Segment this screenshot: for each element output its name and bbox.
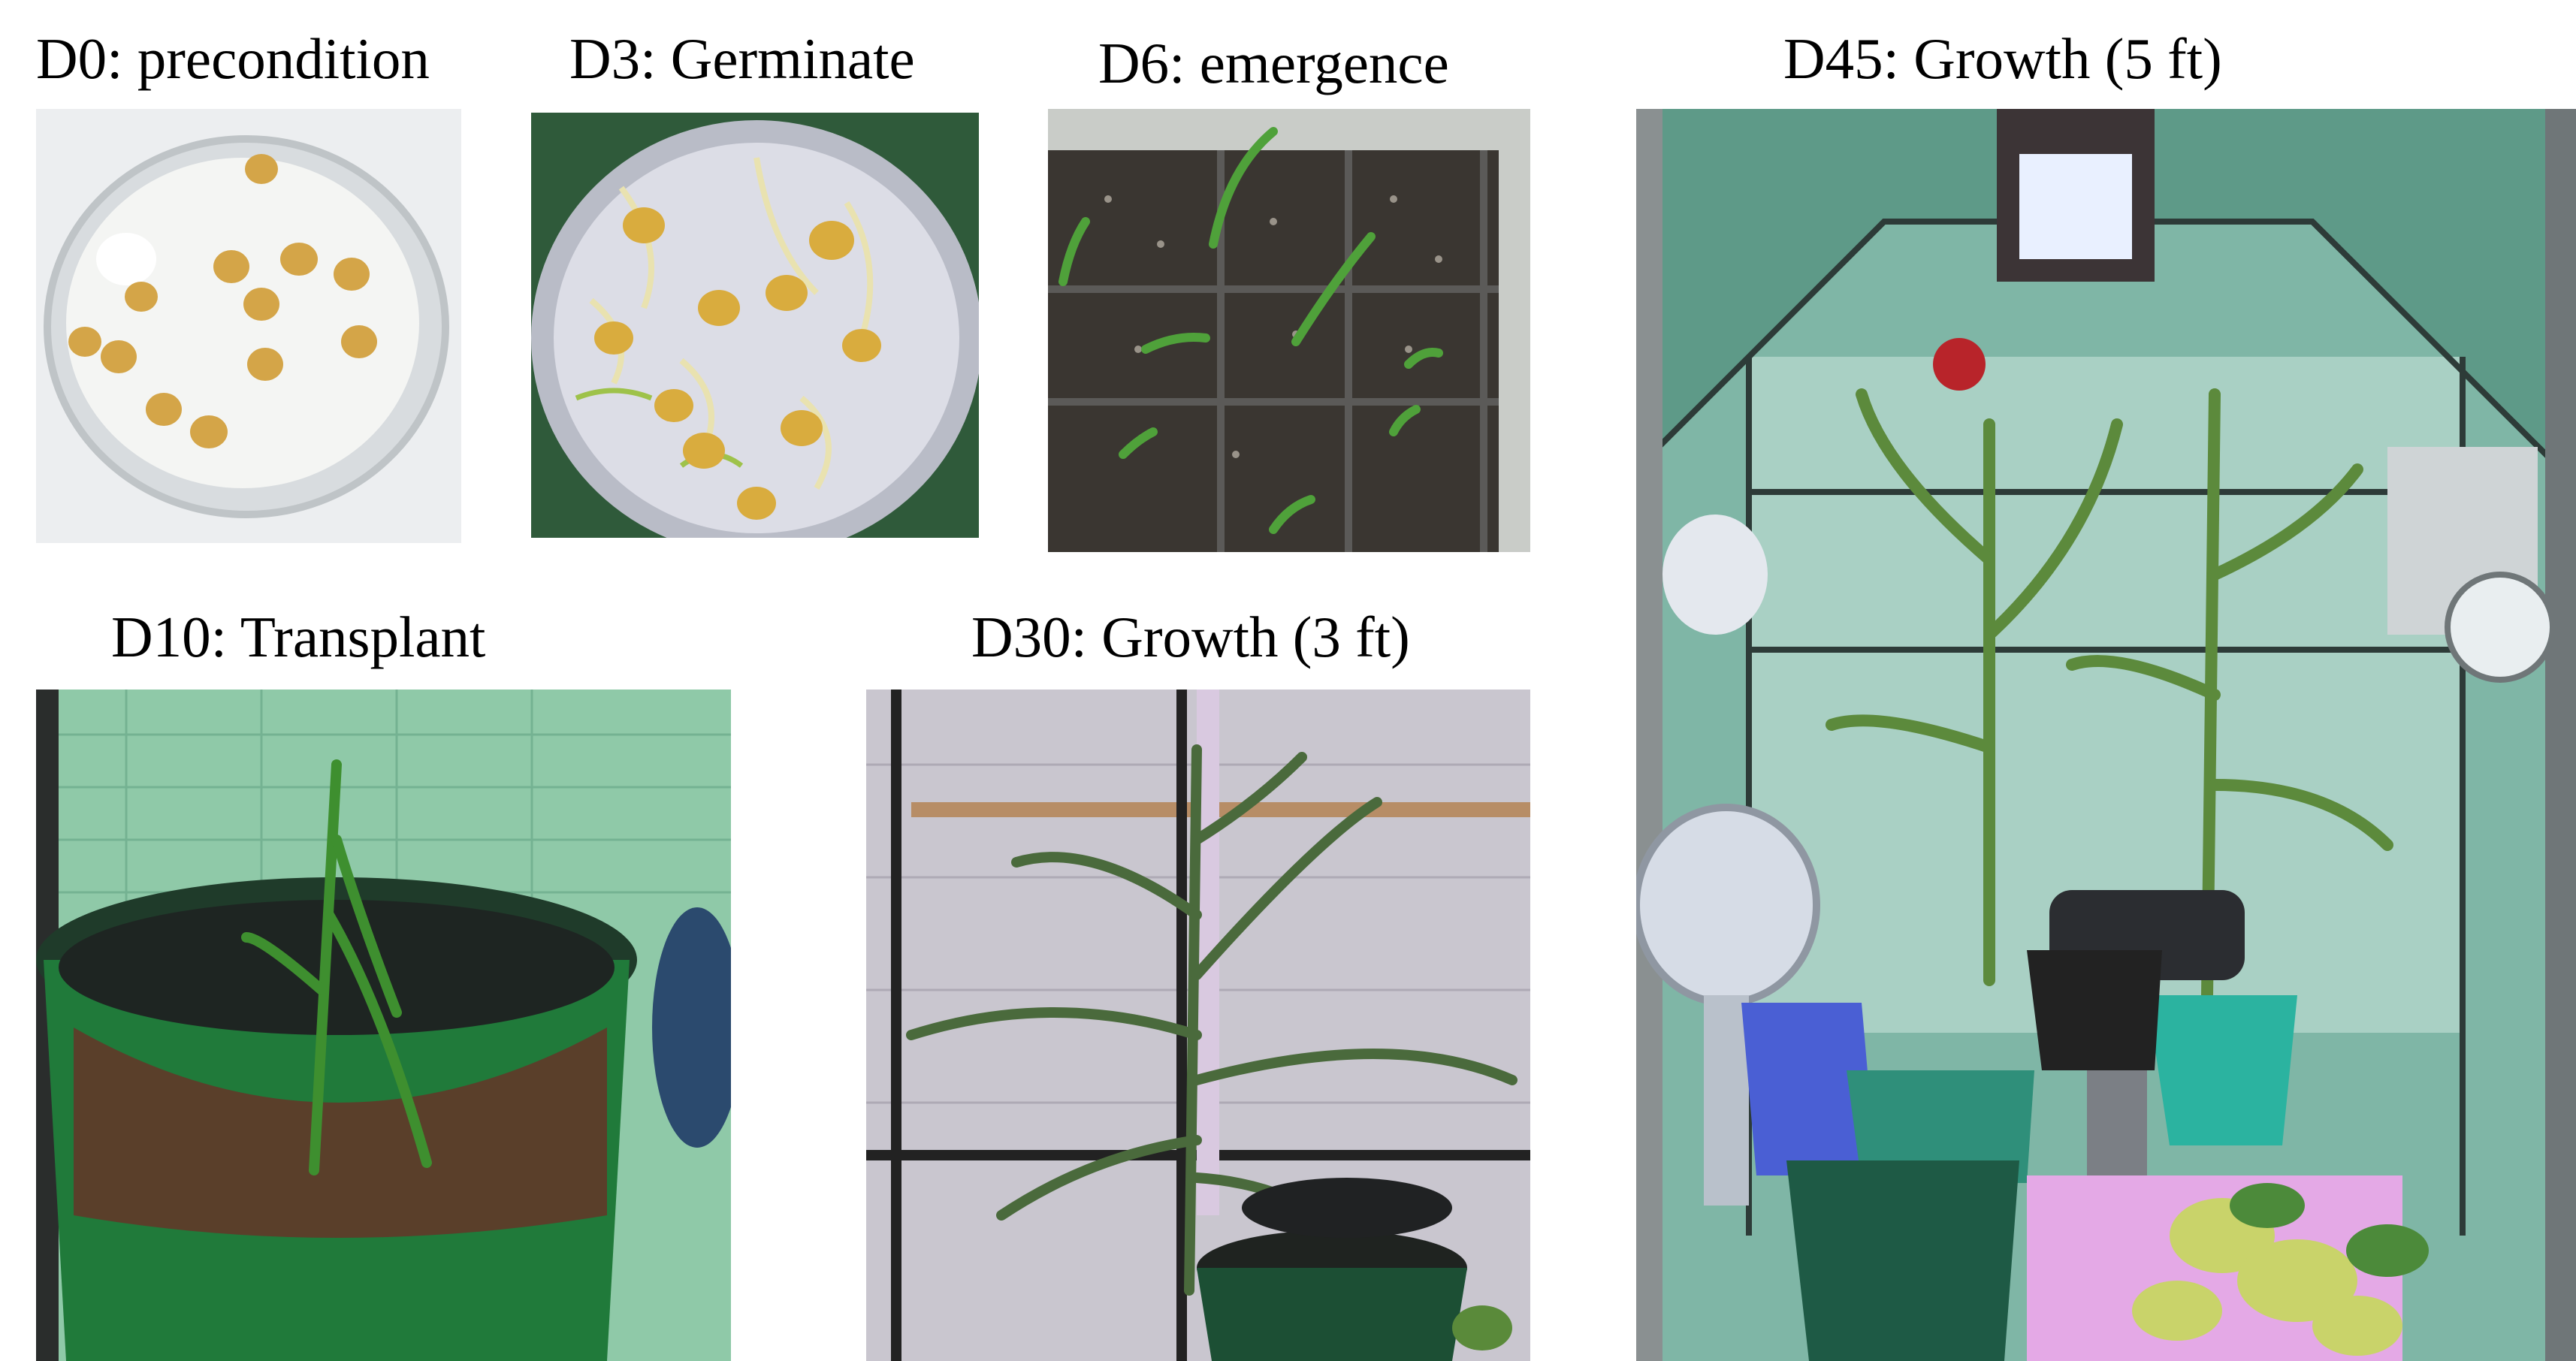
caption-d10: D10: Transplant <box>111 605 486 669</box>
photo-d30-growing-plant <box>866 690 1530 1361</box>
caption-d0: D0: precondition <box>36 26 430 91</box>
photo-d0-petri-dish-seeds <box>36 109 461 543</box>
caption-d6: D6: emergence <box>1098 31 1449 95</box>
caption-d45: D45: Growth (5 ft) <box>1783 26 2222 91</box>
caption-d3: D3: Germinate <box>569 26 915 91</box>
photo-d45-grow-tent-plants <box>1636 109 2576 1361</box>
photo-d6-seedling-tray <box>1048 109 1530 552</box>
photo-d10-transplanted-seedling <box>36 690 731 1361</box>
photo-d3-germinated-seeds <box>531 113 979 538</box>
caption-d30: D30: Growth (3 ft) <box>971 605 1410 669</box>
